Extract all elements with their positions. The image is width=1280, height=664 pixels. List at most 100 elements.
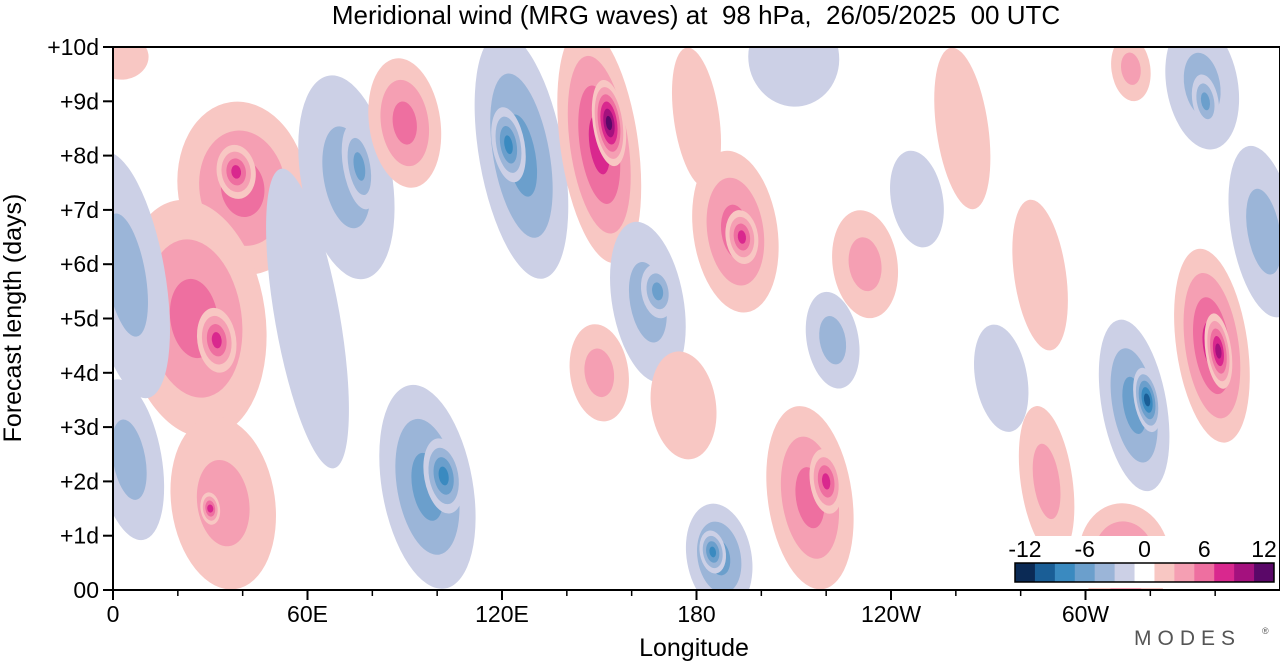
chart-title: Meridional wind (MRG waves) at 98 hPa, 2…	[332, 0, 1060, 30]
y-tick-label: +3d	[60, 414, 99, 440]
contour-band	[1246, 188, 1280, 275]
y-tick-label: +10d	[47, 34, 99, 60]
contour-band	[392, 101, 417, 145]
x-tick-label: 120W	[861, 601, 921, 627]
contour-feature	[491, 107, 526, 183]
contour-band	[438, 466, 449, 486]
contour-band	[973, 324, 1029, 432]
contour-band	[848, 237, 882, 292]
plot-area	[113, 47, 1280, 590]
colorbar-swatch	[1114, 563, 1136, 582]
colorbar-frame	[1014, 562, 1275, 583]
y-tick-label: +7d	[60, 197, 99, 223]
contour-band	[650, 351, 717, 460]
contour-feature	[640, 264, 675, 319]
colorbar-swatch	[1094, 563, 1116, 582]
contour-band	[1215, 343, 1222, 359]
contour-feature	[973, 324, 1029, 432]
contour-band	[821, 473, 831, 490]
colorbar-tick-label: -12	[1008, 536, 1041, 562]
contour-band	[748, 47, 840, 107]
x-axis-title: Longitude	[639, 634, 749, 662]
y-axis: 00 +1d +2d +3d +4d +5d +6d +7d +8d +9d +10d	[47, 34, 113, 603]
contour-band	[113, 419, 147, 500]
colorbar-tick-label: 6	[1198, 536, 1211, 562]
contour-band	[584, 348, 615, 398]
contour-feature	[1111, 47, 1151, 102]
contour-band	[211, 332, 222, 349]
colorbar-swatch	[1034, 563, 1056, 582]
brand-registered-mark: ®	[1262, 626, 1269, 636]
contour-band	[113, 213, 148, 337]
colorbar: -12 -6 0 6 12	[1008, 536, 1278, 588]
contour-feature	[368, 58, 442, 188]
colorbar-swatch	[1134, 563, 1155, 582]
x-tick-label: 60E	[287, 601, 328, 627]
colorbar-swatch	[1074, 563, 1096, 582]
colorbar-tick-label: 0	[1138, 536, 1151, 562]
contour-feature	[266, 168, 349, 469]
contour-feature	[200, 492, 221, 525]
contour-band	[113, 47, 149, 80]
contour-feature	[748, 47, 840, 107]
colorbar-swatch	[1054, 563, 1076, 582]
y-tick-label: 00	[73, 577, 99, 603]
contour-band	[652, 282, 664, 301]
brand-logo: MODES	[1134, 627, 1241, 650]
colorbar-swatch	[1194, 563, 1215, 582]
contour-feature	[1204, 313, 1233, 389]
contour-feature	[1228, 145, 1280, 318]
contour-feature	[591, 79, 627, 167]
colorbar-swatch	[1174, 563, 1195, 582]
contour-feature	[934, 47, 991, 210]
contour-feature	[216, 144, 256, 199]
y-tick-label: +6d	[60, 251, 99, 277]
x-axis: 0 60E 120E 180 120W 60W	[107, 590, 1216, 627]
contour-band	[671, 47, 722, 188]
y-tick-label: +4d	[60, 360, 99, 386]
x-tick-label: 60W	[1062, 601, 1110, 627]
colorbar-swatch	[1214, 563, 1235, 582]
colorbar-swatch	[1254, 563, 1275, 582]
contour-band	[504, 135, 513, 155]
contour-feature	[805, 291, 860, 389]
contour-band	[819, 316, 847, 365]
contour-feature	[1012, 199, 1068, 351]
x-tick-label: 180	[677, 601, 715, 627]
contour-feature	[569, 324, 629, 422]
contour-feature	[1133, 367, 1162, 433]
contour-band	[934, 47, 991, 210]
contour-feature	[890, 150, 944, 248]
contour-band	[353, 152, 366, 181]
contour-feature	[423, 438, 464, 514]
colorbar-swatch	[1015, 563, 1036, 582]
colorbar-swatch	[1154, 563, 1175, 582]
contour-band	[1143, 393, 1151, 407]
contour-feature	[832, 210, 899, 319]
y-tick-label: +1d	[60, 523, 99, 549]
colorbar-swatch	[1234, 563, 1255, 582]
x-tick-label: 120E	[475, 601, 529, 627]
contour-band	[1012, 199, 1068, 351]
contour-feature	[170, 416, 276, 590]
contour-feature	[1018, 406, 1075, 557]
contour-band	[231, 165, 242, 179]
contour-features	[113, 47, 1280, 590]
contour-feature	[699, 530, 727, 574]
contour-feature	[113, 379, 165, 541]
contour-feature	[196, 307, 237, 373]
y-tick-label: +8d	[60, 143, 99, 169]
contour-feature	[725, 210, 759, 265]
contour-feature	[650, 351, 717, 460]
contour-band	[737, 230, 747, 244]
contour-band	[1200, 92, 1210, 111]
x-tick-label: 0	[107, 601, 120, 627]
colorbar-tick-label: 12	[1251, 536, 1277, 562]
contour-feature	[113, 47, 149, 80]
contour-feature	[341, 123, 378, 210]
contour-feature	[113, 151, 170, 399]
contour-band	[266, 168, 349, 469]
contour-band	[196, 459, 250, 547]
contour-band	[207, 504, 214, 513]
